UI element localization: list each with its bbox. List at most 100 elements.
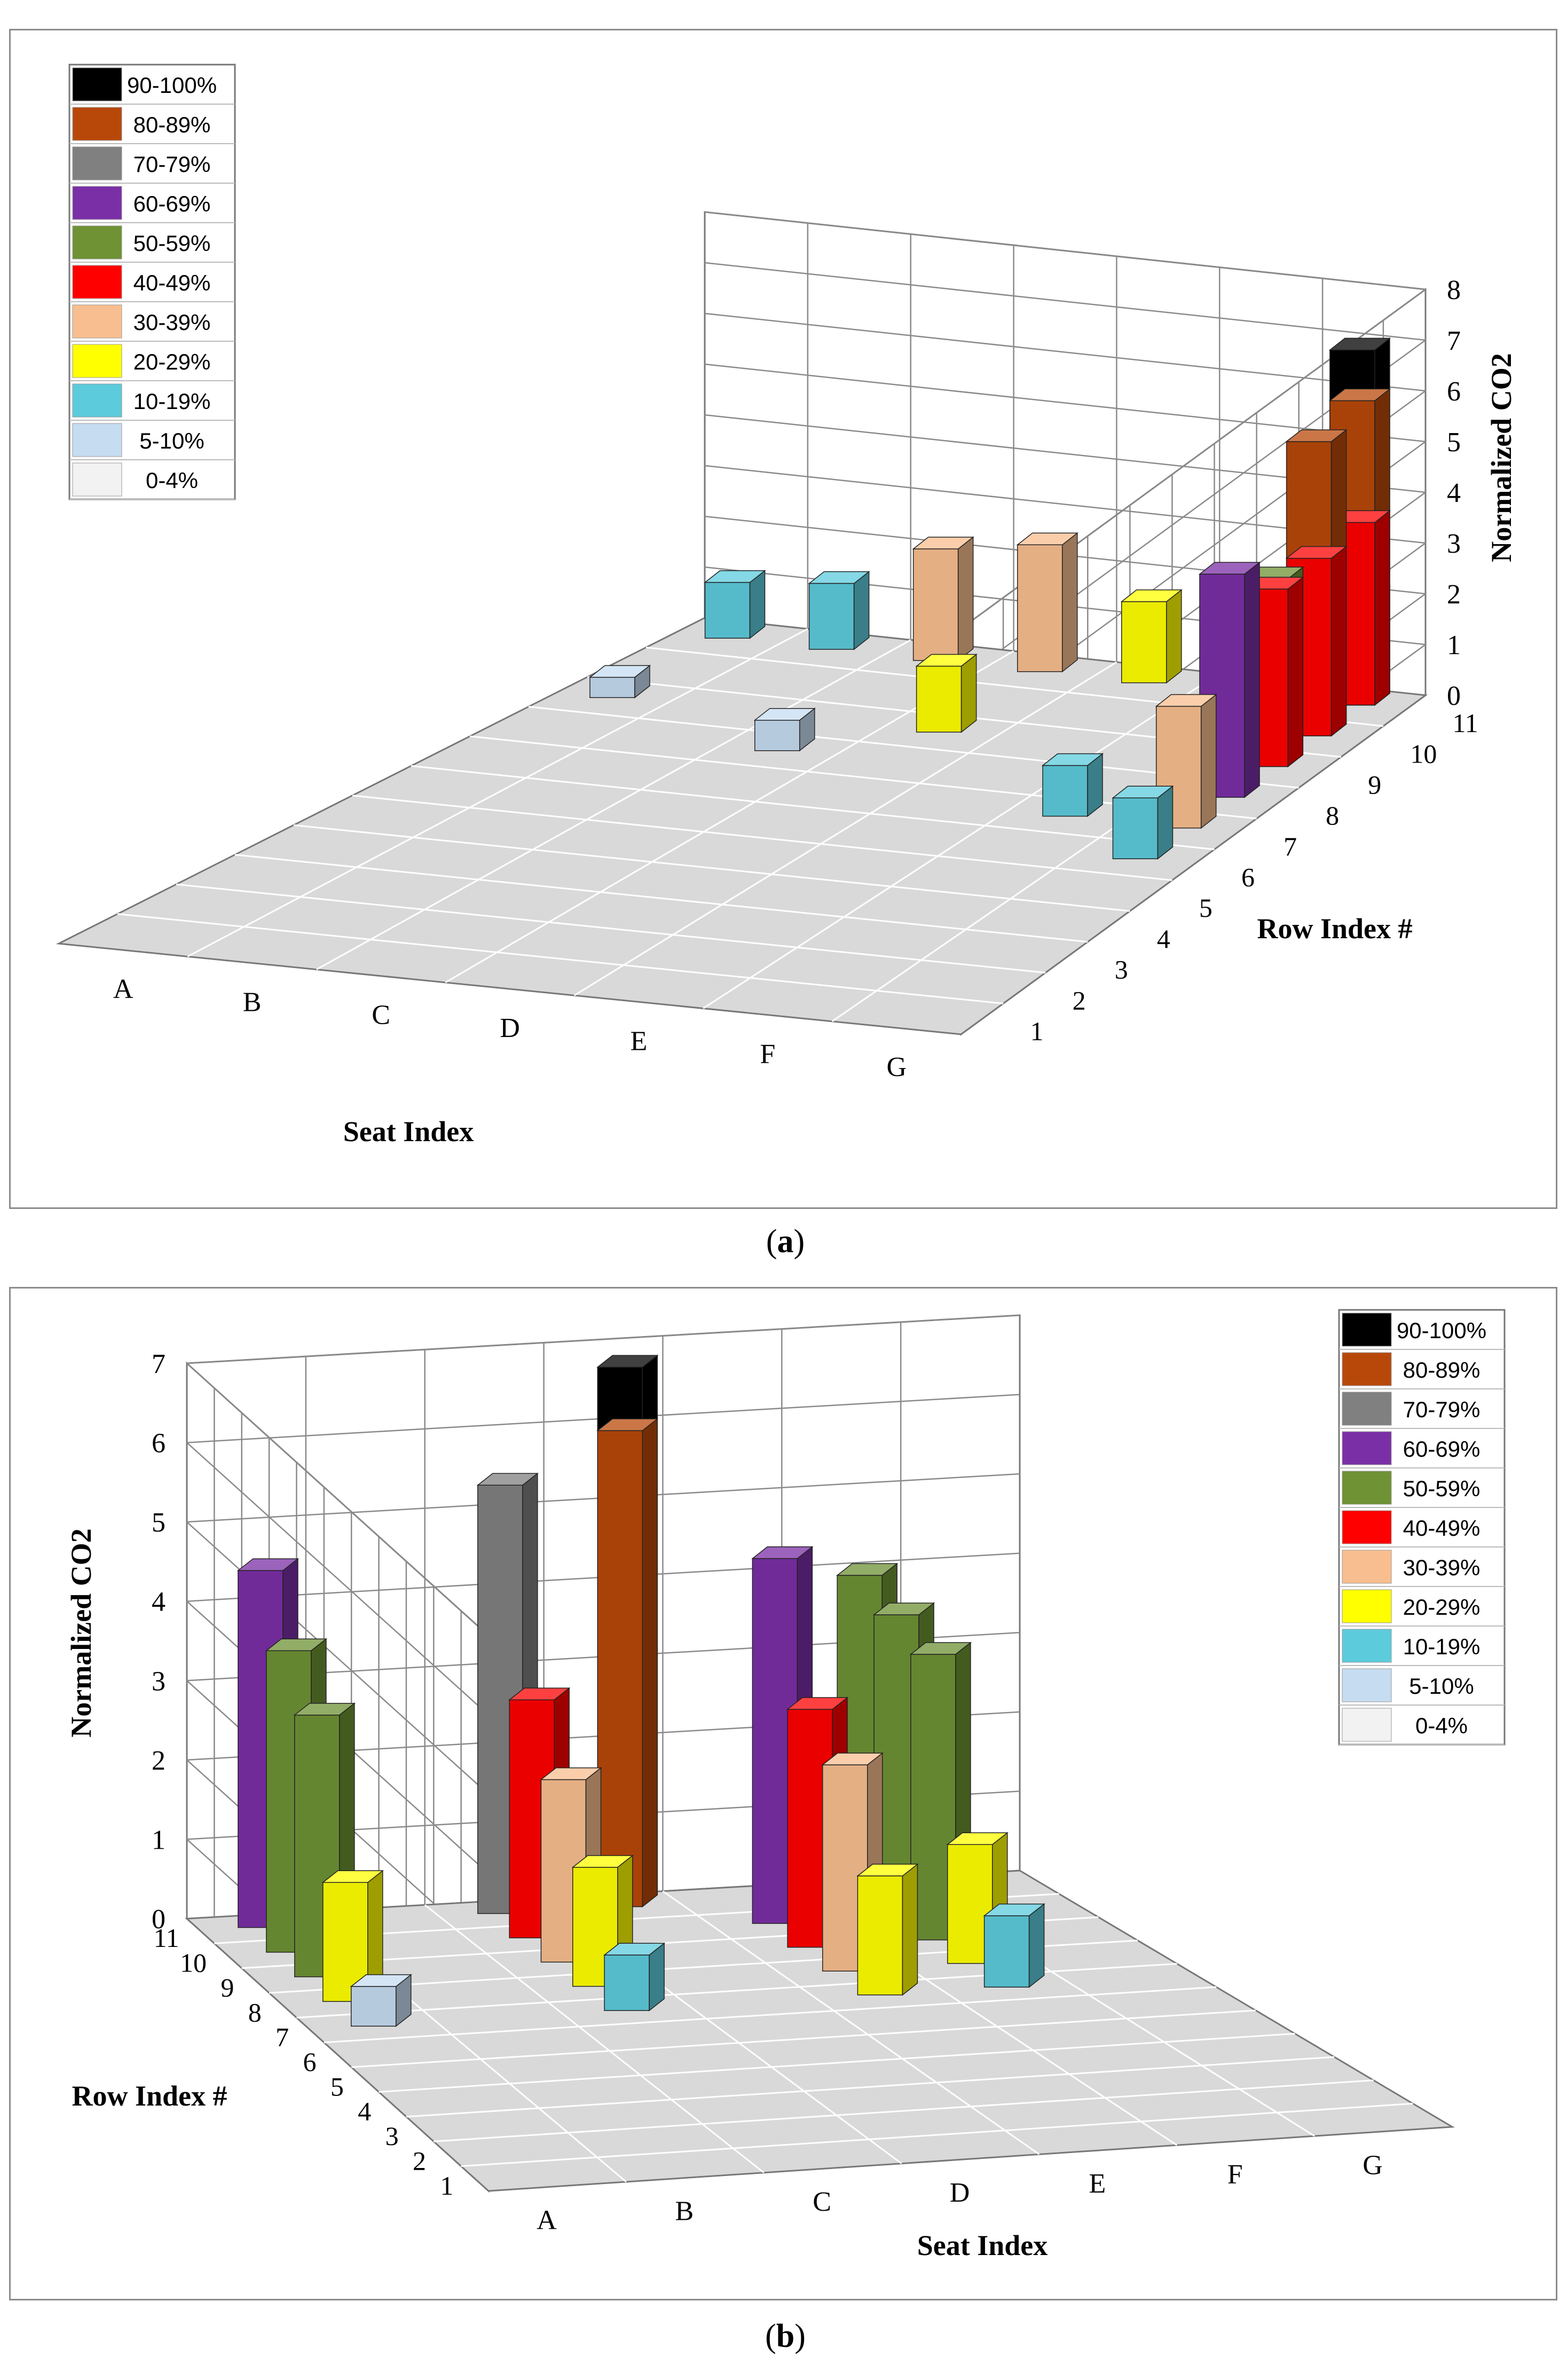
- legend-swatch: [72, 146, 122, 180]
- legend-item: 30-39%: [1339, 1550, 1505, 1587]
- bar-side: [1374, 509, 1390, 706]
- bar: [946, 1832, 1009, 1965]
- bar-side: [1287, 576, 1304, 768]
- back-wall-gridline: [704, 312, 1426, 392]
- row-tick-label: 7: [275, 2022, 289, 2052]
- bar-front: [704, 582, 751, 639]
- seat-tick-label: B: [243, 987, 262, 1017]
- bar: [1112, 785, 1174, 860]
- y-axis-title: Row Index #: [72, 2080, 227, 2112]
- legend-swatch: [72, 186, 122, 220]
- bar-top: [571, 1855, 634, 1868]
- legend-label: 30-39%: [133, 310, 211, 335]
- seat-tick-label: E: [1089, 2169, 1106, 2199]
- row-tick-label: 6: [303, 2047, 317, 2077]
- seat-tick-label: C: [813, 2187, 831, 2217]
- row-tick-label: 8: [248, 1997, 262, 2027]
- legend-label: 5-10%: [139, 428, 204, 453]
- legend-item: 0-4%: [1339, 1708, 1505, 1745]
- legend-swatch: [1342, 1708, 1392, 1742]
- bar-top: [350, 1974, 412, 1987]
- row-tick-label: 3: [1115, 955, 1128, 985]
- legend-label: 40-49%: [133, 270, 211, 295]
- bar-top: [1155, 694, 1217, 707]
- legend-item: 40-49%: [69, 265, 235, 302]
- bar: [596, 1418, 659, 1908]
- row-tick-label: 11: [154, 1923, 179, 1953]
- bar-side: [960, 653, 977, 733]
- bar: [856, 1863, 919, 1996]
- legend-label: 80-89%: [1403, 1357, 1481, 1383]
- row-tick-label: 3: [385, 2121, 399, 2151]
- z-tick-label: 5: [152, 1507, 166, 1538]
- seat-tick-label: F: [760, 1039, 775, 1070]
- legend-label: 30-39%: [1403, 1555, 1481, 1580]
- floor-gridline: [293, 824, 1130, 912]
- legend: 90-100% 80-89% 70-79% 60-69% 50-59% 40-49% 30-…: [68, 64, 236, 500]
- legend-swatch: [72, 265, 122, 299]
- legend-swatch: [1342, 1668, 1392, 1702]
- bar-top: [508, 1687, 571, 1700]
- bar-side: [1166, 589, 1182, 684]
- bar-top: [596, 1418, 659, 1431]
- seat-tick-label: F: [1227, 2159, 1243, 2190]
- seat-tick-label: E: [631, 1026, 648, 1056]
- legend-item: 90-100%: [1339, 1313, 1505, 1350]
- legend-item: 70-79%: [69, 146, 235, 184]
- bar-side: [1157, 785, 1174, 860]
- bar-top: [821, 1753, 884, 1765]
- bar-top: [476, 1473, 539, 1486]
- bar-front: [350, 1986, 397, 2027]
- legend-swatch: [1342, 1313, 1392, 1347]
- bar-side: [957, 536, 974, 662]
- bar: [350, 1974, 412, 2027]
- bar: [1016, 532, 1078, 673]
- z-tick-label: 7: [152, 1349, 166, 1379]
- row-tick-label: 2: [1073, 985, 1086, 1015]
- legend-item: 90-100%: [69, 67, 235, 105]
- bar-top: [751, 1546, 814, 1559]
- bar-top: [321, 1870, 384, 1883]
- seat-tick-label: D: [500, 1013, 520, 1043]
- z-tick-label: 5: [1447, 427, 1461, 458]
- legend-swatch: [72, 225, 122, 260]
- x-axis-title: Seat Index: [917, 2229, 1048, 2261]
- bar-top: [540, 1767, 602, 1780]
- legend-label: 0-4%: [146, 468, 198, 493]
- bar-top: [1285, 429, 1348, 442]
- legend-label: 70-79%: [1403, 1397, 1481, 1422]
- bar-front: [916, 665, 962, 733]
- bar-side: [902, 1863, 918, 1996]
- z-tick-label: 8: [1447, 275, 1461, 305]
- z-tick-label: 6: [152, 1428, 166, 1459]
- bar-top: [265, 1638, 328, 1652]
- floor-gridline: [434, 2079, 1374, 2142]
- floor-gridline: [703, 672, 1220, 1009]
- floor-gridline: [411, 765, 1215, 851]
- chart-panel-a: 0 1 2 3 4 5 6 7 8 A B C D E F G 1 2 3 4 5 6 7 8 9 10 11 Seat Index R…: [9, 29, 1557, 1209]
- bar-top: [983, 1903, 1045, 1916]
- bar-side: [1244, 561, 1260, 798]
- seat-tick-label: G: [887, 1052, 907, 1082]
- bar: [704, 570, 766, 639]
- bar-top: [1041, 753, 1104, 766]
- row-tick-label: 9: [221, 1973, 234, 2002]
- bar-top: [836, 1563, 899, 1576]
- legend-label: 90-100%: [127, 73, 217, 98]
- caption-b-letter: b: [776, 2318, 795, 2354]
- legend-item: 60-69%: [1339, 1431, 1505, 1468]
- legend-label: 5-10%: [1409, 1674, 1474, 1699]
- seat-tick-label: D: [950, 2178, 970, 2208]
- legend-swatch: [72, 423, 122, 457]
- bar-side: [1330, 545, 1347, 737]
- bar-front: [597, 1430, 643, 1907]
- z-tick-label: 0: [1447, 681, 1461, 711]
- bar-front: [912, 548, 959, 661]
- row-tick-label: 2: [413, 2146, 426, 2175]
- seat-tick-label: A: [113, 974, 133, 1004]
- floor-gridline: [461, 2102, 1413, 2167]
- bar: [808, 570, 870, 650]
- legend-item: 10-19%: [1339, 1629, 1505, 1666]
